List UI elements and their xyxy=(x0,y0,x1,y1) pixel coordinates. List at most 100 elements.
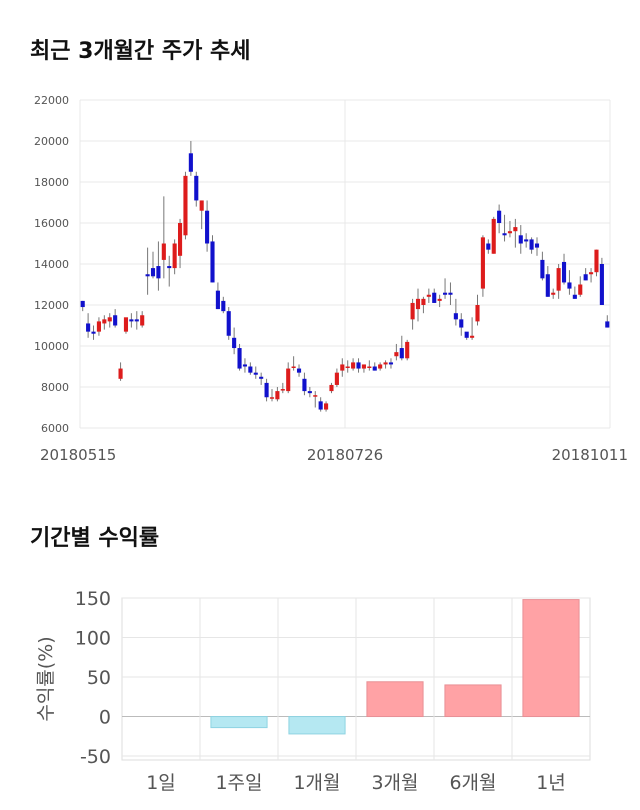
candle-body xyxy=(107,317,112,322)
candle-body xyxy=(405,341,410,359)
candle-body xyxy=(453,313,458,320)
candle xyxy=(188,141,193,176)
candle-body xyxy=(102,319,107,324)
candle xyxy=(107,313,112,328)
candle-body xyxy=(599,264,604,305)
candle xyxy=(86,313,91,338)
candle-body xyxy=(237,348,242,369)
candle-body xyxy=(486,243,491,250)
candle xyxy=(561,253,567,285)
candle xyxy=(264,378,269,402)
candle xyxy=(118,362,123,381)
candle-body xyxy=(205,210,210,244)
candle xyxy=(356,358,361,373)
candle-body xyxy=(91,331,96,334)
candle-body xyxy=(361,364,366,369)
bar xyxy=(210,716,268,729)
x-tick-label: 1일 xyxy=(146,772,176,794)
candle-body xyxy=(172,243,177,269)
candle-body xyxy=(421,298,426,305)
y-tick-label: 150 xyxy=(75,590,111,610)
x-tick-label: 1주일 xyxy=(215,772,262,794)
candle xyxy=(291,356,296,371)
x-tick-label: 3개월 xyxy=(371,772,418,794)
y-tick-label: 6000 xyxy=(41,422,69,435)
candle-body xyxy=(394,352,399,357)
candle-body xyxy=(269,397,275,399)
candle xyxy=(253,366,258,379)
candle xyxy=(545,266,550,297)
candle-body xyxy=(156,266,161,279)
candle-body xyxy=(215,290,220,310)
candle xyxy=(313,391,318,408)
candle-body xyxy=(161,243,166,260)
candle xyxy=(161,196,166,279)
candle-body xyxy=(280,389,285,391)
candle xyxy=(286,362,291,394)
candle xyxy=(567,270,572,295)
candle-body xyxy=(410,302,415,320)
candle-body xyxy=(324,403,329,410)
candle-body xyxy=(432,292,437,303)
candle xyxy=(102,315,107,330)
candle-body xyxy=(177,223,183,256)
candle-body xyxy=(329,384,334,392)
y-tick-label: 20000 xyxy=(34,135,69,148)
candle xyxy=(442,278,448,299)
candle-body xyxy=(545,274,550,297)
candle-body xyxy=(313,395,318,397)
candle xyxy=(529,237,534,254)
candle xyxy=(448,282,453,305)
bar xyxy=(366,681,424,718)
candle-body xyxy=(388,362,394,365)
candle-body xyxy=(491,218,496,254)
candle-body xyxy=(302,378,307,392)
candle xyxy=(167,255,172,287)
candle xyxy=(318,397,323,412)
candle-body xyxy=(123,317,129,332)
candle xyxy=(556,264,561,299)
candle-body xyxy=(351,362,356,369)
candle xyxy=(497,204,502,234)
candle-body xyxy=(221,300,226,312)
candle-body xyxy=(194,175,199,201)
candle xyxy=(334,368,339,387)
candle xyxy=(140,311,145,328)
candle xyxy=(551,288,556,299)
candle xyxy=(183,171,188,240)
candle-body xyxy=(334,372,339,385)
candle-body xyxy=(442,292,448,295)
y-tick-label: 22000 xyxy=(34,94,69,107)
candle xyxy=(415,288,421,322)
candle-body xyxy=(459,319,464,328)
candle-body xyxy=(567,282,572,289)
candle xyxy=(475,294,480,326)
candle-body xyxy=(383,362,388,365)
candle xyxy=(226,307,231,340)
candle xyxy=(351,358,356,371)
candle xyxy=(237,343,242,371)
candle xyxy=(513,218,518,248)
candle-body xyxy=(86,323,91,332)
candle-body xyxy=(551,292,556,295)
candle xyxy=(340,358,345,377)
candle-body xyxy=(80,300,85,308)
candle xyxy=(361,364,366,373)
y-tick-label: 18000 xyxy=(34,176,69,189)
candle-body xyxy=(140,315,145,326)
candle-body xyxy=(561,261,567,283)
candle xyxy=(232,327,237,355)
candle xyxy=(572,286,577,299)
price-chart-title: 최근 3개월간 주가 추세 xyxy=(30,39,251,64)
candle-body xyxy=(210,241,215,283)
candle xyxy=(199,200,204,230)
candle-body xyxy=(594,249,599,273)
candle-body xyxy=(296,368,302,373)
candle xyxy=(215,282,220,310)
candle-body xyxy=(129,319,134,322)
candle-body xyxy=(96,321,101,332)
candle-body xyxy=(242,364,248,367)
candle xyxy=(421,296,426,314)
candle-body xyxy=(518,235,523,244)
bar xyxy=(444,684,502,718)
